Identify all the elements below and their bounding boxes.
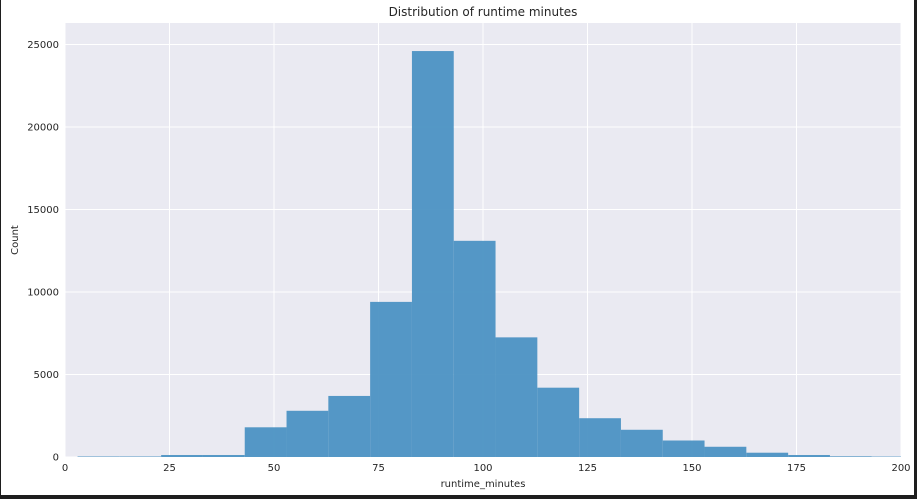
histogram-bar bbox=[287, 411, 329, 457]
histogram-bar bbox=[663, 440, 705, 457]
histogram-bar bbox=[705, 447, 747, 457]
x-tick-label: 75 bbox=[372, 463, 385, 474]
x-tick-label: 0 bbox=[62, 463, 68, 474]
x-tick-label: 25 bbox=[163, 463, 176, 474]
y-tick-label: 15000 bbox=[27, 205, 59, 216]
x-tick-label: 200 bbox=[891, 463, 910, 474]
histogram-bar bbox=[370, 302, 412, 457]
chart-title: Distribution of runtime minutes bbox=[389, 5, 578, 19]
x-axis-label: runtime_minutes bbox=[441, 479, 526, 490]
histogram-bar bbox=[537, 388, 579, 457]
histogram-bar bbox=[621, 430, 663, 457]
y-tick-label: 25000 bbox=[27, 40, 59, 51]
x-tick-label: 150 bbox=[682, 463, 701, 474]
histogram-bar bbox=[203, 455, 245, 457]
y-tick-label: 0 bbox=[53, 453, 59, 464]
histogram-bar bbox=[788, 455, 830, 457]
x-tick-label: 125 bbox=[578, 463, 597, 474]
x-tick-label: 50 bbox=[268, 463, 281, 474]
x-tick-label: 175 bbox=[787, 463, 806, 474]
y-tick-labels: 0 5000 10000 15000 20000 25000 bbox=[27, 40, 59, 464]
histogram-bar bbox=[245, 427, 287, 457]
y-tick-label: 20000 bbox=[27, 122, 59, 133]
histogram-bar bbox=[161, 455, 203, 457]
y-axis-label: Count bbox=[10, 225, 21, 255]
histogram-bar bbox=[454, 241, 496, 457]
histogram-bar bbox=[412, 51, 454, 457]
x-tick-labels: 0 25 50 75 100 125 150 175 200 bbox=[62, 463, 911, 474]
x-tick-label: 100 bbox=[473, 463, 492, 474]
y-tick-label: 10000 bbox=[27, 287, 59, 298]
histogram-bar bbox=[496, 337, 538, 457]
histogram-bar bbox=[579, 418, 621, 457]
y-tick-label: 5000 bbox=[34, 370, 59, 381]
histogram-bar bbox=[328, 396, 370, 457]
histogram-bar bbox=[746, 453, 788, 457]
histogram-bar bbox=[830, 456, 872, 457]
